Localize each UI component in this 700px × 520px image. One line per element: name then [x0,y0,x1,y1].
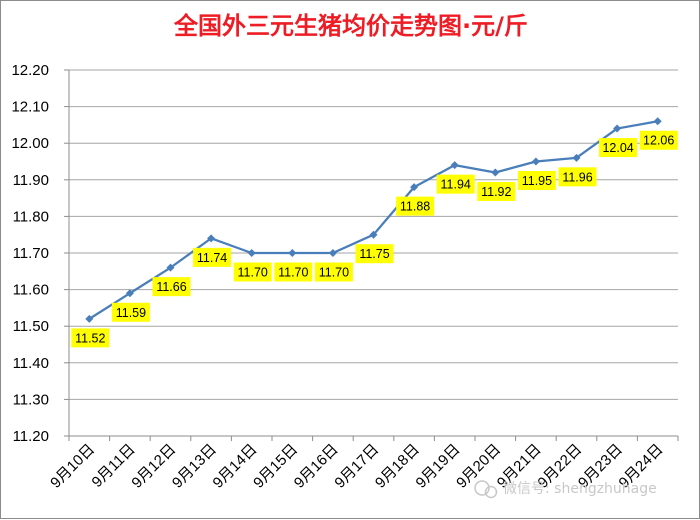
y-tick-label: 12.00 [11,135,49,152]
data-label: 11.95 [522,174,552,188]
y-tick-label: 11.80 [13,208,49,225]
x-tick-label: 9月19日 [413,441,464,492]
x-tick-label: 9月15日 [250,441,301,492]
y-tick-label: 11.40 [13,355,49,372]
data-label: 12.04 [602,141,633,155]
y-tick-label: 11.50 [13,318,49,335]
data-point [369,230,378,239]
data-label-bg [193,247,232,267]
data-point [328,249,337,257]
wechat-icon [474,480,498,499]
data-label: 11.75 [359,247,389,261]
data-label-bg [517,171,556,190]
data-label-bg [639,130,678,150]
data-point [85,314,94,323]
watermark: 微信号: shengzhuhage [474,480,657,499]
data-label: 11.88 [400,200,430,214]
data-label: 11.59 [116,306,146,320]
data-label: 11.70 [238,266,268,280]
data-label-bg [71,328,110,348]
data-label: 11.96 [562,170,592,184]
x-tick-label: 9月10日 [47,441,98,492]
data-label-bg [558,167,597,187]
x-tick-label: 9月18日 [372,441,423,492]
data-label-bg [111,302,150,322]
data-point [288,249,297,257]
data-label: 11.74 [197,251,227,265]
y-tick-label: 11.60 [13,282,49,299]
data-point [653,117,662,126]
data-label: 11.94 [441,178,471,192]
x-tick-label: 9月20日 [453,441,504,492]
data-point [613,124,622,133]
x-tick-label: 9月14日 [210,441,261,492]
data-point [247,249,256,257]
data-point [450,161,459,170]
data-label: 11.92 [481,185,511,199]
data-point [572,153,581,162]
data-label-bg [314,262,353,282]
data-label-bg [274,262,313,282]
x-tick-label: 9月16日 [291,441,342,492]
data-label-bg [436,174,475,194]
data-point [207,234,216,243]
y-tick-label: 11.30 [13,391,49,408]
watermark-text: 微信号: shengzhuhage [503,481,657,497]
y-tick-label: 12.10 [11,99,49,116]
data-point [125,289,134,298]
data-label-bg [599,138,638,158]
chart-title: 全国外三元生猪均价走势图·元/斤 [173,12,528,40]
x-tick-label: 9月17日 [331,441,382,492]
y-tick-label: 11.20 [13,428,49,445]
data-point [410,183,419,192]
data-point [491,168,500,177]
data-label: 11.70 [319,266,349,280]
data-label: 12.06 [643,134,674,148]
y-tick-label: 11.70 [13,245,49,262]
y-tick-label: 11.90 [13,172,49,189]
data-label-bg [477,181,516,201]
data-label: 11.52 [75,331,105,345]
data-label: 11.66 [156,280,186,294]
x-tick-label: 9月13日 [169,441,220,492]
data-point [166,263,175,272]
data-point [531,157,540,166]
data-label-bg [152,277,191,297]
data-label-bg [233,262,272,282]
data-label-bg [355,244,394,264]
x-tick-label: 9月12日 [128,441,179,492]
data-label-bg [396,196,435,216]
y-tick-label: 12.20 [11,62,49,79]
data-label: 11.70 [278,266,308,280]
